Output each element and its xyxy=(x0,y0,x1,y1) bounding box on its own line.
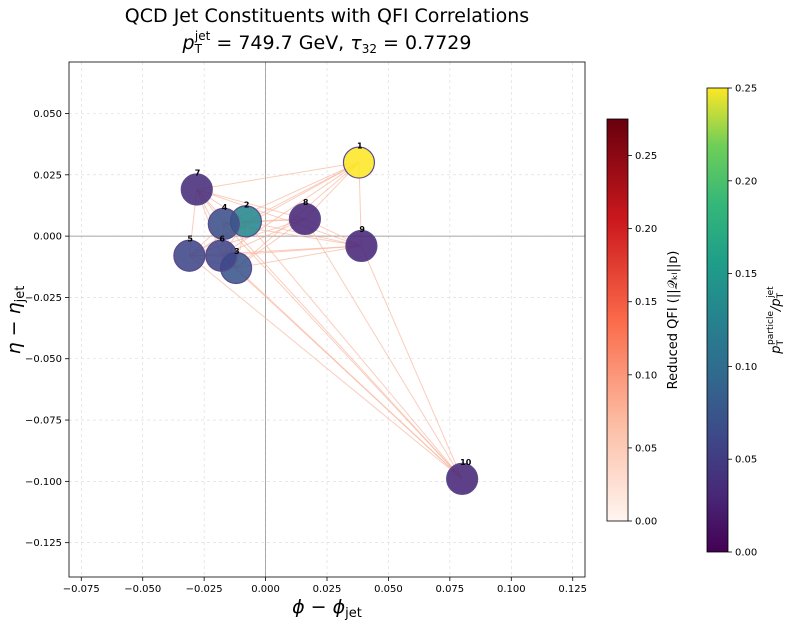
x-axis-label: ϕ − ϕjet xyxy=(292,596,362,621)
qfi-connection xyxy=(360,245,463,480)
colorbar-tick-label: 0.10 xyxy=(635,370,657,381)
colorbar-tick-label: 0.05 xyxy=(635,443,657,454)
colorbar-tick-label: 0.15 xyxy=(735,269,757,280)
qfi-connection xyxy=(245,221,463,480)
qfi-colorbar xyxy=(606,118,629,522)
chart-title: QCD Jet Constituents with QFI Correlatio… xyxy=(125,5,529,27)
qfi-connection xyxy=(196,189,362,247)
qfi-connection xyxy=(221,162,360,257)
qfi-connection xyxy=(221,255,463,480)
constituent-points xyxy=(173,146,479,496)
x-tick-label: 0.125 xyxy=(558,584,587,595)
constituent-label: 7 xyxy=(195,169,201,178)
y-tick-label: −0.050 xyxy=(25,354,62,365)
grid-lines xyxy=(69,62,585,577)
qfi-connection xyxy=(196,189,306,220)
qfi-colorbar-ticks: 0.00 0.05 0.10 0.15 0.20 0.25 xyxy=(628,151,657,528)
y-axis-ticks: 0.050 0.025 0.000 −0.025 −0.050 −0.075 −0.100 −… xyxy=(25,109,69,549)
constituent-point xyxy=(173,239,206,272)
qfi-connection-lines xyxy=(188,162,463,480)
y-tick-label: −0.075 xyxy=(25,416,62,427)
constituent-label: 10 xyxy=(460,458,472,467)
x-tick-label: −0.050 xyxy=(124,584,161,595)
colorbar-tick-label: 0.10 xyxy=(735,362,757,373)
qfi-connection xyxy=(223,223,463,480)
plot-frame xyxy=(68,61,586,578)
x-tick-label: 0.000 xyxy=(251,584,280,595)
constituent-labels: 1 2 3 4 5 6 7 8 9 10 xyxy=(187,142,471,467)
constituent-label: 1 xyxy=(357,142,363,151)
x-tick-label: −0.025 xyxy=(186,584,223,595)
y-tick-label: −0.100 xyxy=(25,477,62,488)
y-tick-label: 0.025 xyxy=(33,170,62,181)
constituent-label: 3 xyxy=(234,247,240,256)
colorbar-tick-label: 0.25 xyxy=(735,84,757,95)
y-tick-label: −0.025 xyxy=(25,293,62,304)
x-axis-ticks: −0.075 −0.050 −0.025 0.000 0.025 0.050 0.075 0.… xyxy=(63,577,587,595)
constituent-label: 5 xyxy=(187,235,193,244)
colorbar-tick-label: 0.00 xyxy=(735,548,757,559)
constituent-label: 2 xyxy=(244,200,250,209)
constituent-point xyxy=(205,239,238,272)
qfi-connection xyxy=(196,189,463,480)
qfi-colorbar-label: Reduced QFI (||𝒬ₖₗ||ᴅ) xyxy=(666,251,681,390)
y-tick-label: 0.050 xyxy=(33,109,62,120)
qfi-connection xyxy=(304,218,463,480)
colorbar-tick-label: 0.00 xyxy=(635,517,657,528)
x-tick-label: −0.075 xyxy=(63,584,100,595)
y-tick-label: −0.125 xyxy=(25,538,62,549)
constituent-point xyxy=(345,229,378,263)
pt-colorbar-label: pTparticle/pTjet xyxy=(766,286,786,355)
qfi-connection xyxy=(235,245,362,269)
pt-colorbar-ticks: 0.00 0.05 0.10 0.15 0.20 0.25 xyxy=(728,84,757,559)
chart-subtitle: pTjet = 749.7 GeV, τ32 = 0.7729 xyxy=(182,29,472,56)
constituent-point xyxy=(207,207,240,240)
x-tick-label: 0.100 xyxy=(497,584,526,595)
colorbar-tick-label: 0.05 xyxy=(735,455,757,466)
colorbar-tick-label: 0.20 xyxy=(635,224,657,235)
constituent-point xyxy=(446,462,479,496)
colorbar-tick-label: 0.20 xyxy=(735,176,757,187)
qfi-connection xyxy=(196,162,360,191)
x-tick-label: 0.025 xyxy=(313,584,342,595)
pt-colorbar xyxy=(706,87,729,553)
colorbar-tick-label: 0.25 xyxy=(635,151,657,162)
constituent-label: 9 xyxy=(359,225,365,234)
x-tick-label: 0.050 xyxy=(374,584,403,595)
qfi-connection xyxy=(221,245,362,257)
qfi-connection xyxy=(189,255,463,480)
zero-lines xyxy=(69,62,585,577)
x-tick-label: 0.075 xyxy=(436,584,465,595)
constituent-label: 4 xyxy=(222,203,228,212)
constituent-label: 8 xyxy=(303,198,309,207)
constituent-label: 6 xyxy=(219,235,225,244)
constituent-point xyxy=(180,173,213,206)
constituent-point xyxy=(342,146,376,179)
y-tick-label: 0.000 xyxy=(33,232,62,243)
constituent-point xyxy=(288,202,321,236)
y-axis-label: η − ηjet xyxy=(3,286,28,355)
colorbar-tick-label: 0.15 xyxy=(635,297,657,308)
